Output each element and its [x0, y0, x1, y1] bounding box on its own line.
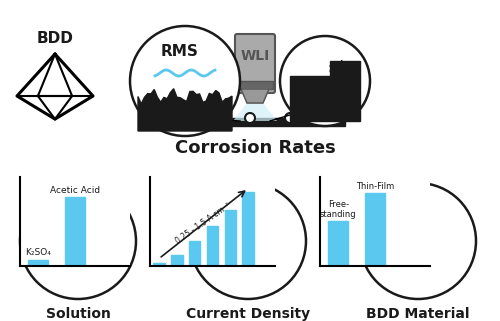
FancyBboxPatch shape: [235, 34, 275, 93]
Polygon shape: [290, 61, 360, 121]
Text: WLI: WLI: [240, 49, 270, 63]
Bar: [171, 255, 182, 266]
Text: h: h: [338, 60, 348, 78]
Circle shape: [205, 113, 215, 123]
Polygon shape: [241, 89, 269, 103]
Circle shape: [280, 36, 370, 126]
Bar: [65, 197, 85, 266]
Polygon shape: [138, 89, 232, 131]
Text: Free-
standing: Free- standing: [320, 200, 356, 219]
Bar: [224, 210, 236, 266]
Bar: [328, 221, 348, 266]
Text: Thin-Film: Thin-Film: [356, 182, 394, 191]
Text: Solution: Solution: [46, 307, 110, 321]
Bar: [365, 193, 385, 266]
Circle shape: [360, 183, 476, 299]
Bar: [165, 118, 345, 126]
Bar: [242, 192, 254, 266]
Bar: [28, 260, 48, 266]
Text: Current Density: Current Density: [186, 307, 310, 321]
Text: BDD: BDD: [36, 31, 74, 46]
Circle shape: [285, 113, 295, 123]
Bar: [206, 226, 218, 266]
Text: 0.25 - 1.5 A cm⁻²: 0.25 - 1.5 A cm⁻²: [174, 201, 233, 246]
Text: BDD Material: BDD Material: [366, 307, 470, 321]
Circle shape: [190, 183, 306, 299]
Circle shape: [20, 183, 136, 299]
Polygon shape: [233, 103, 277, 121]
Text: RMS: RMS: [161, 44, 199, 58]
Text: Corrosion Rates: Corrosion Rates: [174, 139, 336, 157]
Bar: [237, 81, 273, 89]
Text: K₂SO₄: K₂SO₄: [26, 248, 52, 257]
Bar: [153, 263, 164, 266]
Text: Acetic Acid: Acetic Acid: [50, 187, 100, 195]
Circle shape: [245, 113, 255, 123]
Circle shape: [130, 26, 240, 136]
Bar: [189, 241, 200, 266]
